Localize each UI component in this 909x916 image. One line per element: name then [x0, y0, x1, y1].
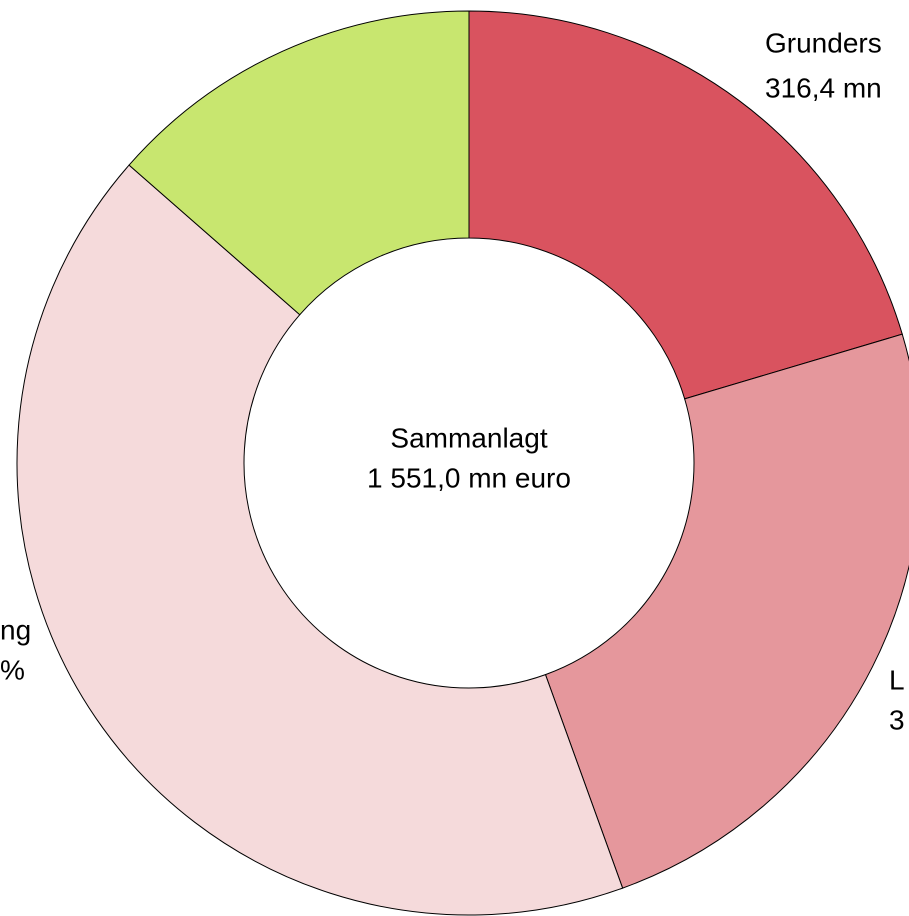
- donut-slice: [16, 164, 624, 916]
- slice-label: L: [889, 664, 905, 695]
- donut-slice: [468, 10, 903, 400]
- slice-label: %: [0, 654, 25, 685]
- center-label: 1 551,0 mn euro: [367, 462, 571, 493]
- donut-slice: [128, 10, 470, 316]
- slice-label: 316,4 mn: [765, 72, 882, 103]
- center-label: Sammanlagt: [390, 422, 547, 453]
- slice-label: ng: [0, 614, 31, 645]
- slice-label: 3: [889, 704, 905, 735]
- slice-label: Grunders: [765, 27, 882, 58]
- donut-slice: [544, 333, 909, 889]
